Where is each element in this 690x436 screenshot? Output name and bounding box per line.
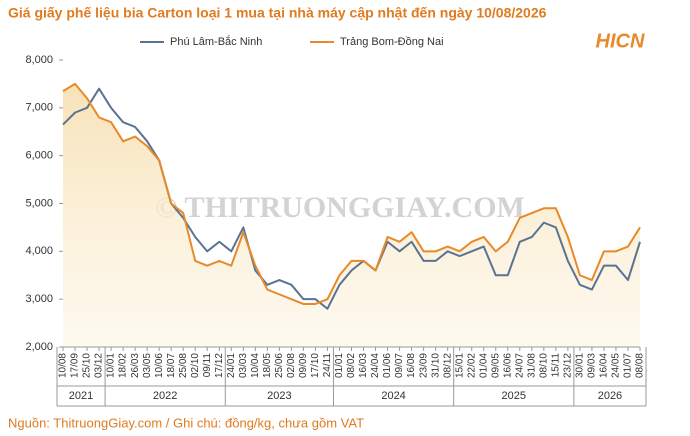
- x-tick-label: 02/10: [190, 353, 201, 378]
- y-tick-label: 4,000: [25, 245, 53, 257]
- year-label: 2023: [267, 390, 291, 402]
- x-tick-label: 24/05: [611, 353, 622, 378]
- x-tick-label: 03/05: [142, 353, 153, 378]
- source-note: Nguồn: ThitruongGiay.com / Ghi chú: đồng…: [8, 415, 364, 430]
- x-tick-label: 10/04: [250, 353, 261, 378]
- x-tick-label: 10/06: [154, 353, 165, 378]
- x-tick-label: 09/11: [202, 353, 213, 378]
- x-tick-label: 18/07: [166, 353, 177, 378]
- legend-label: Trảng Bom-Đồng Nai: [340, 36, 444, 48]
- x-tick-label: 01/06: [382, 353, 393, 378]
- x-tick-label: 01/01: [334, 353, 345, 378]
- watermark: © THITRUONGGIAY.COM: [155, 191, 525, 224]
- x-tick-label: 09/09: [298, 353, 309, 378]
- line-series: [62, 82, 641, 305]
- year-label: 2021: [69, 390, 93, 402]
- x-tick-label: 22/02: [466, 353, 477, 378]
- x-tick-label: 25/10: [82, 353, 93, 378]
- x-tick-label: 25/06: [274, 353, 285, 378]
- x-tick-label: 15/01: [454, 353, 465, 378]
- x-tick-label: 23/09: [418, 353, 429, 378]
- x-tick-label: 16/03: [358, 353, 369, 378]
- x-tick-label: 31/10: [430, 353, 441, 378]
- x-tick-label: 23/12: [563, 353, 574, 378]
- x-tick-label: 08/02: [346, 353, 357, 378]
- x-tick-label: 24/01: [226, 353, 237, 378]
- x-tick-label: 08/10: [538, 353, 549, 378]
- year-label: 2024: [381, 390, 405, 402]
- x-tick-label: 24/07: [514, 353, 525, 378]
- year-label: 2022: [153, 390, 177, 402]
- x-tick-label: 17/10: [310, 353, 321, 378]
- y-tick-label: 5,000: [25, 197, 53, 209]
- x-tick-label: 17/12: [214, 353, 225, 378]
- y-tick-label: 3,000: [25, 293, 53, 305]
- logo: HICN: [596, 30, 645, 52]
- chart-title: Giá giấy phế liệu bia Carton loại 1 mua …: [8, 5, 547, 21]
- x-tick-label: 18/05: [262, 353, 273, 378]
- x-tick-label: 25/08: [178, 353, 189, 378]
- x-tick-label: 15/11: [550, 353, 561, 378]
- x-tick-label: 16/06: [502, 353, 513, 378]
- x-tick-label: 30/01: [575, 353, 586, 378]
- year-label: 2026: [598, 390, 622, 402]
- x-tick-label: 10/01: [106, 353, 117, 378]
- legend-label: Phú Lâm-Bắc Ninh: [170, 35, 262, 48]
- x-tick-label: 09/03: [587, 353, 598, 378]
- x-tick-label: 09/05: [490, 353, 501, 378]
- x-tick-label: 08/08: [635, 353, 646, 378]
- x-tick-label: 01/07: [623, 353, 634, 378]
- x-tick-label: 16/04: [599, 353, 610, 378]
- x-tick-label: 24/11: [322, 353, 333, 378]
- x-tick-label: 09/07: [394, 353, 405, 378]
- x-tick-label: 03/03: [238, 353, 249, 378]
- y-tick-label: 8,000: [25, 54, 53, 66]
- x-tick-label: 03/12: [94, 353, 105, 378]
- year-label: 2025: [502, 390, 526, 402]
- x-tick-label: 16/08: [406, 353, 417, 378]
- x-tick-label: 17/09: [70, 353, 81, 378]
- y-tick-label: 6,000: [25, 150, 53, 162]
- x-tick-label: 26/03: [130, 353, 141, 378]
- x-tick-label: 10/08: [58, 353, 69, 378]
- y-tick-label: 7,000: [25, 102, 53, 114]
- x-tick-label: 18/02: [118, 353, 129, 378]
- x-tick-label: 02/08: [286, 353, 297, 378]
- x-tick-label: 08/12: [442, 353, 453, 378]
- x-tick-label: 01/04: [478, 353, 489, 378]
- x-tick-label: 31/08: [526, 353, 537, 378]
- area-fill: [63, 83, 640, 348]
- y-tick-label: 2,000: [25, 341, 53, 353]
- x-tick-label: 24/04: [370, 353, 381, 378]
